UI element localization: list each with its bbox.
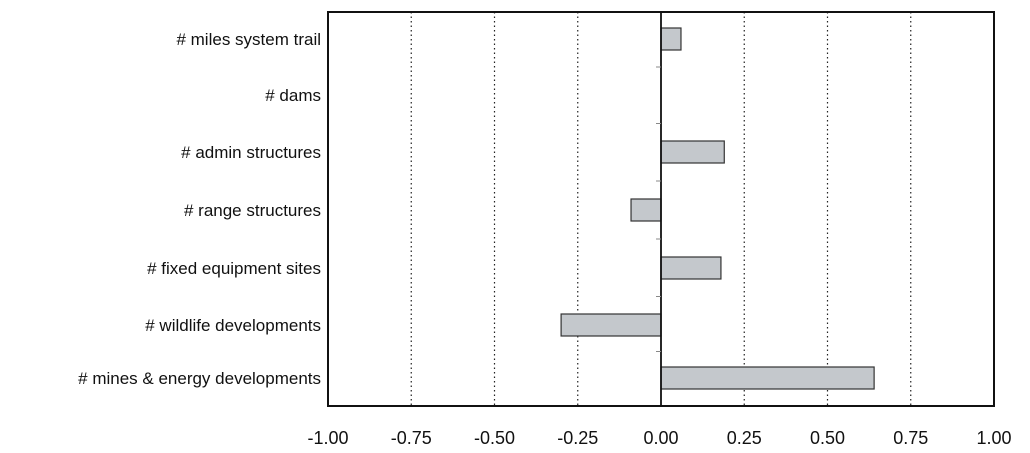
- bar: [661, 28, 681, 50]
- x-tick-label: 0.25: [727, 428, 762, 448]
- x-tick-label: -0.25: [557, 428, 598, 448]
- x-tick-label: 0.75: [893, 428, 928, 448]
- category-label: # dams: [265, 86, 321, 105]
- x-tick-label: -1.00: [307, 428, 348, 448]
- category-label: # mines & energy developments: [78, 369, 321, 388]
- x-tick-label: 0.00: [643, 428, 678, 448]
- bar-layer: [561, 28, 874, 389]
- category-label: # admin structures: [181, 143, 321, 162]
- axis-layer: [328, 12, 994, 406]
- bar: [661, 257, 721, 279]
- category-label: # miles system trail: [176, 30, 321, 49]
- category-label: # range structures: [184, 201, 321, 220]
- bar: [661, 367, 874, 389]
- bar: [631, 199, 661, 221]
- bar: [561, 314, 661, 336]
- x-tick-label: 1.00: [976, 428, 1011, 448]
- bar: [661, 141, 724, 163]
- category-label: # wildlife developments: [145, 316, 321, 335]
- x-tick-label: -0.75: [391, 428, 432, 448]
- x-tick-label: 0.50: [810, 428, 845, 448]
- x-tick-label: -0.50: [474, 428, 515, 448]
- category-label: # fixed equipment sites: [147, 259, 321, 278]
